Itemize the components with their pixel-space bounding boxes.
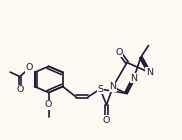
Text: S: S bbox=[97, 85, 103, 94]
Text: N: N bbox=[146, 68, 153, 77]
Text: N: N bbox=[130, 74, 137, 83]
Text: O: O bbox=[26, 63, 33, 72]
Text: O: O bbox=[16, 85, 24, 94]
Text: O: O bbox=[45, 100, 52, 109]
Text: O: O bbox=[103, 116, 110, 125]
Text: N: N bbox=[109, 82, 116, 91]
Text: O: O bbox=[116, 48, 123, 57]
